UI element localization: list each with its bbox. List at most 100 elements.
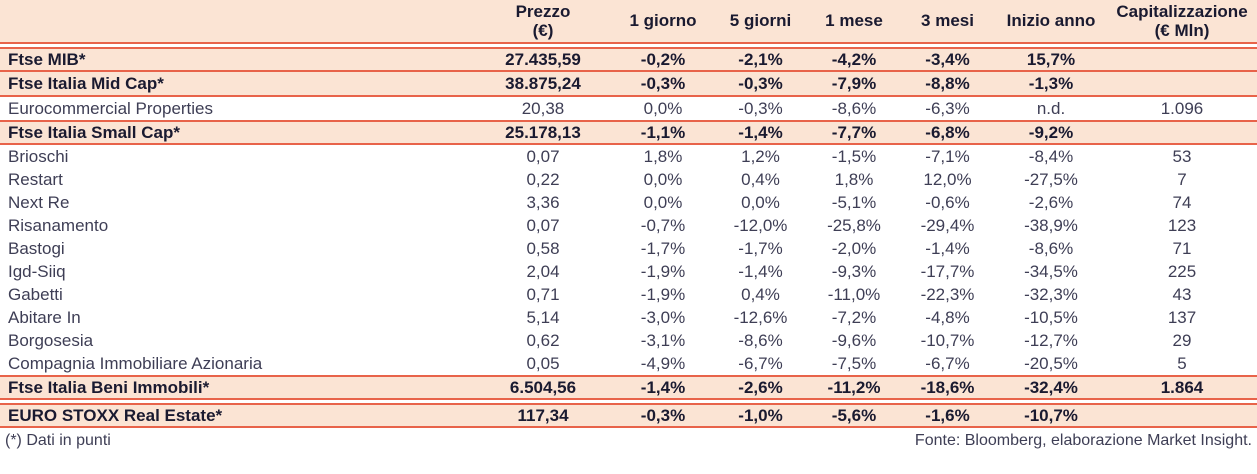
cell-inizio: -27,5% — [1024, 169, 1078, 189]
cell-g5: -2,1% — [738, 49, 783, 69]
table-row: Restart 0,22 0,0% 0,4% 1,8% 12,0% -27,5% 7 — [0, 168, 1257, 191]
cell-m1: -8,6% — [831, 98, 877, 118]
table-header-row: Prezzo (€) 1 giorno 5 giorni 1 mese 3 me… — [0, 0, 1257, 44]
cell-g5: -0,3% — [738, 73, 783, 93]
cell-cap: 29 — [1172, 330, 1192, 350]
cell-inizio: -1,3% — [1028, 73, 1074, 93]
cell-m1: -7,9% — [831, 73, 877, 93]
cell-g1: -1,9% — [640, 261, 686, 281]
cell-m3: 12,0% — [923, 169, 972, 189]
header-5-giorni: 5 giorni — [729, 11, 792, 31]
cell-g1: -3,0% — [640, 307, 686, 327]
cell-inizio: -32,4% — [1024, 377, 1078, 397]
header-3-mesi: 3 mesi — [921, 11, 974, 31]
cell-m3: -10,7% — [920, 330, 975, 350]
header-prezzo-label: Prezzo — [515, 1, 571, 21]
table-row: Brioschi 0,07 1,8% 1,2% -1,5% -7,1% -8,4% 53 — [0, 145, 1257, 168]
cell-cap: 43 — [1172, 284, 1192, 304]
cell-inizio: -38,9% — [1024, 215, 1078, 235]
cell-name: Eurocommercial Properties — [8, 98, 214, 118]
cell-g5: -12,6% — [733, 307, 788, 327]
cell-name: Brioschi — [8, 146, 69, 166]
cell-name: Restart — [8, 169, 63, 189]
cell-m3: -18,6% — [920, 377, 975, 397]
cell-inizio: -12,7% — [1024, 330, 1078, 350]
cell-m1: -7,7% — [831, 122, 877, 142]
cell-m3: -6,8% — [925, 122, 970, 142]
cell-prezzo: 117,34 — [517, 405, 569, 425]
cell-g1: -1,9% — [640, 284, 686, 304]
header-prezzo: Prezzo (€) — [473, 2, 613, 40]
header-inizio-anno: Inizio anno — [1006, 11, 1096, 31]
cell-g5: -1,4% — [738, 261, 783, 281]
footnote: (*) Dati in punti — [5, 432, 111, 449]
header-1-giorno: 1 giorno — [629, 11, 697, 31]
cell-m3: -4,8% — [925, 307, 970, 327]
cell-g1: 0,0% — [643, 192, 683, 212]
cell-m3: -3,4% — [925, 49, 970, 69]
cell-g5: 0,4% — [741, 284, 780, 304]
cell-prezzo: 6.504,56 — [509, 377, 577, 397]
cell-inizio: -34,5% — [1024, 261, 1078, 281]
table-row: Ftse Italia Small Cap* 25.178,13 -1,1% -1,4… — [0, 120, 1257, 145]
cell-g1: -0,2% — [640, 49, 686, 69]
cell-g1: -4,9% — [640, 353, 686, 373]
cell-prezzo: 25.178,13 — [505, 122, 581, 142]
cell-name: EURO STOXX Real Estate* — [8, 405, 223, 425]
cell-g1: 1,8% — [643, 146, 683, 166]
cell-name: Ftse Italia Small Cap* — [8, 122, 180, 142]
cell-m1: -4,2% — [831, 49, 877, 69]
cell-m1: -25,8% — [827, 215, 881, 235]
cell-inizio: n.d. — [1036, 98, 1066, 118]
table-row: Borgosesia 0,62 -3,1% -8,6% -9,6% -10,7% -12,7… — [0, 329, 1257, 352]
cell-g1: -1,7% — [640, 238, 686, 258]
cell-prezzo: 0,58 — [526, 238, 560, 258]
cell-prezzo: 0,71 — [526, 284, 560, 304]
cell-name: Next Re — [8, 192, 70, 212]
cell-g1: -3,1% — [640, 330, 686, 350]
table-body: Ftse MIB* 27.435,59 -0,2% -2,1% -4,2% -3,4% 15… — [0, 44, 1257, 428]
table-row: Igd-Siiq 2,04 -1,9% -1,4% -9,3% -17,7% -34,5% 2… — [0, 260, 1257, 283]
cell-inizio: 15,7% — [1026, 49, 1076, 69]
cell-m3: -22,3% — [920, 284, 975, 304]
cell-g5: -12,0% — [733, 215, 788, 235]
cell-cap: 7 — [1177, 169, 1187, 189]
cell-prezzo: 0,07 — [526, 215, 560, 235]
cell-prezzo: 2,04 — [526, 261, 560, 281]
cell-g5: -8,6% — [738, 330, 783, 350]
table-footer: (*) Dati in punti Fonte: Bloomberg, elab… — [0, 428, 1257, 454]
table-row: Ftse Italia Mid Cap* 38.875,24 -0,3% -0,3% -… — [0, 72, 1257, 97]
cell-g1: -0,7% — [640, 215, 686, 235]
cell-g1: -0,3% — [640, 405, 686, 425]
cell-name: Abitare In — [8, 307, 81, 327]
table-row: Eurocommercial Properties 20,38 0,0% -0,3% -… — [0, 97, 1257, 120]
cell-prezzo: 0,05 — [526, 353, 560, 373]
cell-cap: 71 — [1172, 238, 1192, 258]
cell-m1: -9,6% — [831, 330, 877, 350]
cell-g1: 0,0% — [643, 98, 683, 118]
cell-m1: -7,2% — [831, 307, 877, 327]
cell-m1: -11,0% — [827, 284, 881, 304]
cell-name: Ftse MIB* — [8, 49, 86, 69]
table-row: Next Re 3,36 0,0% 0,0% -5,1% -0,6% -2,6% 74 — [0, 191, 1257, 214]
cell-m3: -6,3% — [925, 98, 970, 118]
cell-m3: -1,4% — [925, 238, 970, 258]
cell-prezzo: 0,07 — [526, 146, 560, 166]
cell-cap: 225 — [1167, 261, 1197, 281]
cell-m1: -5,6% — [831, 405, 877, 425]
cell-g5: -6,7% — [738, 353, 783, 373]
cell-inizio: -20,5% — [1024, 353, 1078, 373]
cell-name: Ftse Italia Mid Cap* — [8, 73, 164, 93]
header-capitalizzazione: Capitalizzazione (€ Mln) — [1107, 2, 1257, 40]
cell-cap: 1.864 — [1160, 377, 1204, 397]
cell-m1: -7,5% — [831, 353, 877, 373]
cell-g5: -1,7% — [738, 238, 783, 258]
cell-m1: -9,3% — [831, 261, 877, 281]
header-cap-unit: (€ Mln) — [1154, 21, 1210, 40]
cell-prezzo: 0,22 — [526, 169, 560, 189]
cell-g5: -2,6% — [738, 377, 783, 397]
cell-prezzo: 5,14 — [526, 307, 560, 327]
table-row: Gabetti 0,71 -1,9% 0,4% -11,0% -22,3% -32,3% 43 — [0, 283, 1257, 306]
cell-m3: -17,7% — [920, 261, 975, 281]
cell-name: Compagnia Immobiliare Azionaria — [8, 353, 263, 373]
